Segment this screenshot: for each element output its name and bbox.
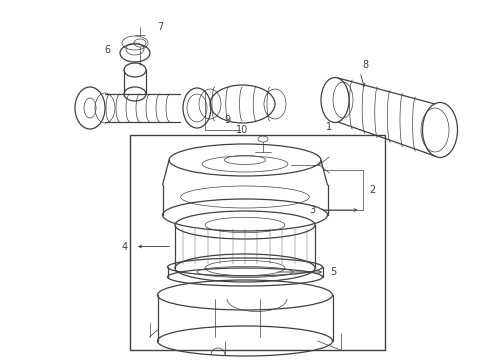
Bar bbox=[130, 135, 385, 350]
Text: 9: 9 bbox=[224, 115, 230, 125]
Text: 3: 3 bbox=[310, 205, 316, 215]
Text: 4: 4 bbox=[122, 242, 128, 252]
Text: 10: 10 bbox=[236, 125, 248, 135]
Text: 1: 1 bbox=[326, 122, 332, 132]
Text: 7: 7 bbox=[157, 22, 163, 32]
Text: 6: 6 bbox=[104, 45, 110, 55]
Text: 5: 5 bbox=[330, 267, 336, 277]
Text: 2: 2 bbox=[369, 185, 376, 195]
Text: 8: 8 bbox=[362, 60, 368, 70]
